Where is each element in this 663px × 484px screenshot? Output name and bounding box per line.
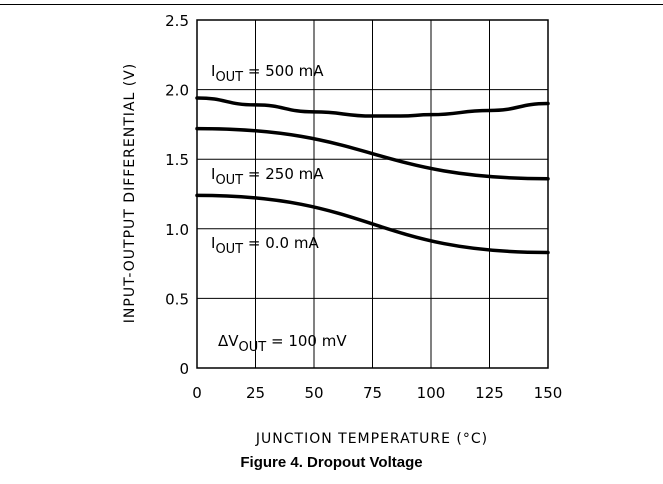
- annotation-250ma: IOUT = 250 mA: [211, 165, 324, 188]
- x-tick-label: 100: [417, 384, 446, 402]
- dropout-voltage-chart: 0 25 50 75 100 125 150 0 0.5 1.0 1.5 2.0 2.5 IOUT =…: [122, 12, 562, 447]
- annotation-delta-vout: ΔVOUT = 100 mV: [218, 332, 347, 355]
- y-axis-title: INPUT-OUTPUT DIFFERENTIAL (V): [122, 63, 138, 323]
- x-tick-label: 150: [534, 384, 563, 402]
- y-tick-label: 0.5: [165, 290, 189, 308]
- x-tick-labels: 0 25 50 75 100 125 150: [192, 384, 562, 402]
- top-rule: [0, 4, 663, 5]
- y-tick-label: 1.0: [165, 221, 189, 239]
- x-tick-label: 0: [192, 384, 202, 402]
- y-tick-label: 0: [179, 360, 189, 378]
- y-tick-labels: 0 0.5 1.0 1.5 2.0 2.5: [165, 12, 189, 378]
- x-tick-label: 75: [363, 384, 382, 402]
- series-group: [195, 96, 550, 255]
- x-tick-label: 50: [304, 384, 323, 402]
- grid: [197, 20, 548, 368]
- annotation-0ma: IOUT = 0.0 mA: [211, 234, 319, 257]
- y-tick-label: 2.5: [165, 12, 189, 30]
- y-tick-label: 1.5: [165, 151, 189, 169]
- x-tick-label: 125: [475, 384, 504, 402]
- y-tick-label: 2.0: [165, 82, 189, 100]
- x-tick-label: 25: [246, 384, 265, 402]
- x-axis-title: JUNCTION TEMPERATURE (°C): [255, 431, 488, 447]
- annotation-500ma: IOUT = 500 mA: [211, 62, 324, 85]
- series-line: [195, 96, 550, 118]
- figure-caption: Figure 4. Dropout Voltage: [240, 454, 423, 471]
- series-line: [195, 193, 550, 255]
- series-line: [195, 126, 550, 181]
